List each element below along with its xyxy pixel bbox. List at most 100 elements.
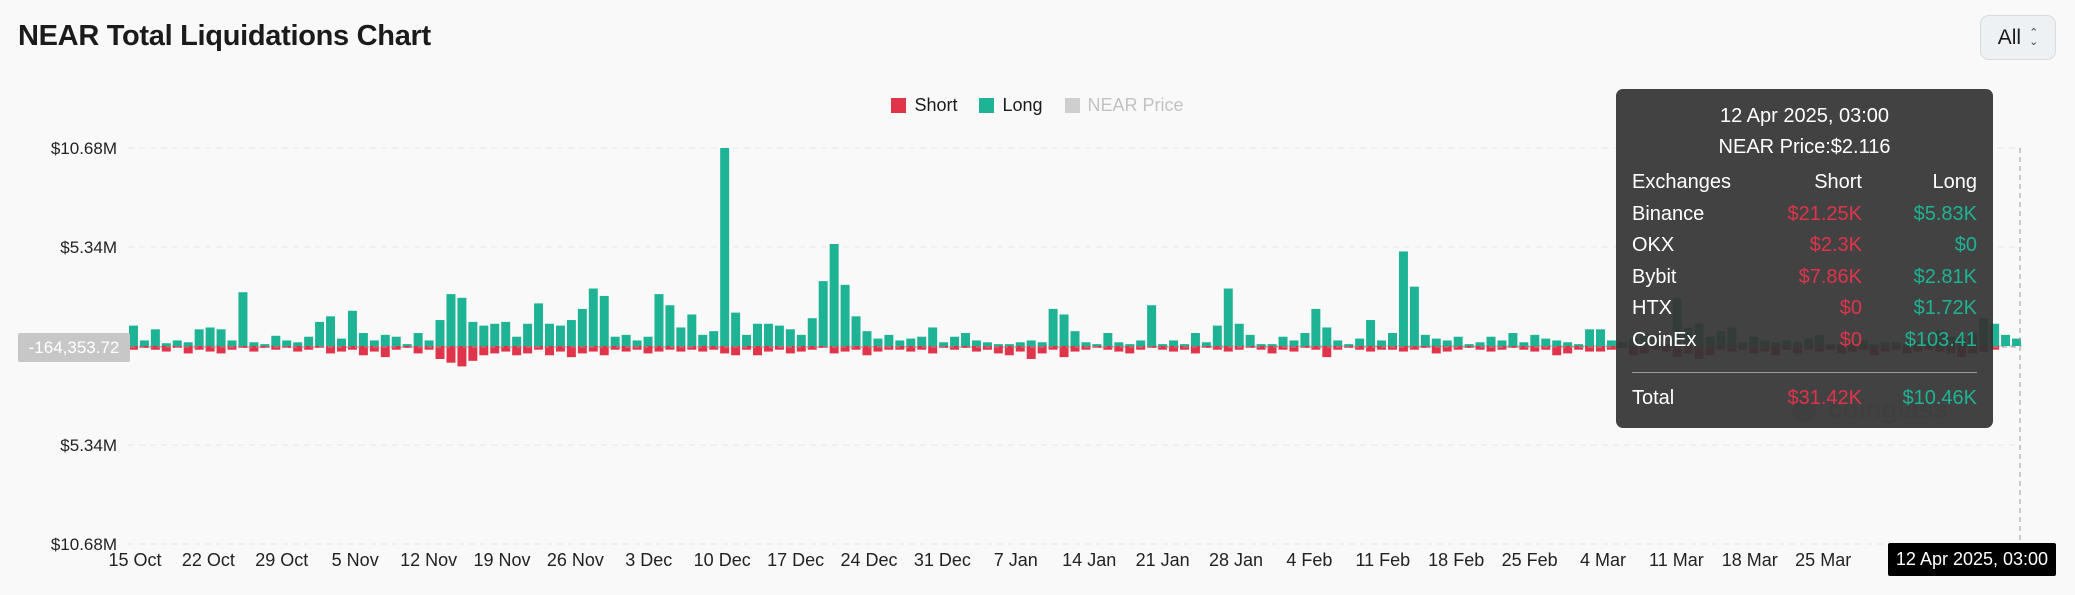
short-bar [1169,346,1179,352]
short-bar [1574,346,1584,350]
long-bar [1398,251,1408,346]
long-bar [534,303,544,346]
x-tick-label: 4 Feb [1286,550,1332,570]
long-bar [599,295,609,346]
long-bar [1136,340,1146,346]
long-bar [468,321,478,346]
long-bar [566,320,576,346]
short-bar [435,346,445,359]
short-bar [566,346,576,358]
long-bar [1453,336,1463,346]
long-bar [139,340,149,346]
long-bar [1431,338,1441,346]
short-bar [150,346,160,350]
long-bar [873,338,883,346]
short-bar [950,346,960,350]
short-bar [610,346,620,350]
short-bar [829,346,839,354]
long-bar [1081,342,1091,346]
tooltip-row-okx: OKX $2.3K $0 [1632,230,1977,262]
short-bar [1256,346,1266,350]
short-bar [971,346,981,352]
chart-legend: Short Long NEAR Price [0,95,2075,116]
long-bar [742,334,752,346]
tooltip-header-exchange: Exchanges [1632,171,1731,194]
short-bar [457,346,467,367]
long-bar [1103,333,1113,346]
legend-item-long[interactable]: Long [979,95,1043,116]
tooltip-short-value: $0 [1839,328,1862,351]
long-bar [293,342,303,346]
tooltip-header-long: Long [1932,171,1978,194]
x-tick-label: 25 Mar [1795,550,1851,570]
short-bar [1990,346,2000,350]
tooltip-exchange: HTX [1632,297,1672,320]
short-bar [1048,346,1058,350]
tooltip-row-bybit: Bybit $7.86K $2.81K [1632,262,1977,294]
x-tick-label: 4 Mar [1580,550,1626,570]
tooltip-exchange: CoinEx [1632,328,1697,351]
long-bar [676,327,686,346]
short-bar [1179,346,1189,350]
short-bar [1037,346,1047,354]
short-bar [1190,346,1200,354]
short-bar [1388,346,1397,350]
short-bar [216,346,226,354]
long-bar [1114,342,1124,346]
long-bar [687,314,697,346]
long-bar [884,334,894,346]
short-bar [260,346,270,348]
short-bar [446,346,456,363]
x-tick-label: 11 Mar [1649,550,1704,570]
long-bar [1289,340,1299,346]
short-bar [1398,346,1408,352]
tooltip-row-coinex: CoinEx $0 $103.41 [1632,325,1977,357]
short-bar [369,346,379,352]
long-bar [961,333,971,346]
x-tick-label: 31 Dec [914,550,971,570]
long-bar [2001,334,2011,346]
long-bar [545,323,554,346]
range-select[interactable]: All ⌃ ⌄ [1980,15,2056,60]
short-bar [643,346,653,354]
tooltip-long-value: $103.41 [1904,328,1977,351]
y-tick-label: $10.68M [51,535,117,554]
short-bar [599,346,609,356]
legend-swatch-long [979,98,995,113]
short-bar [1606,346,1616,350]
short-bar [961,346,971,348]
short-bar [1431,346,1441,354]
short-bar [1475,346,1485,350]
short-bar [1004,346,1014,356]
x-tick-label: 15 Oct [108,550,161,570]
long-bar [928,327,938,346]
short-bar [742,346,752,350]
legend-label-near-price: NEAR Price [1087,95,1184,115]
short-bar [731,346,741,356]
long-bar [1355,338,1365,346]
y-tick-label: $5.34M [60,436,117,455]
short-bar [906,346,916,352]
tooltip-short-value: $7.86K [1798,265,1862,288]
tooltip-price: NEAR Price:$2.116 [1718,136,1891,158]
x-tick-label: 12 Nov [400,550,457,570]
long-bar [2012,338,2022,346]
long-bar [807,318,817,346]
legend-item-short[interactable]: Short [891,95,957,116]
legend-label-long: Long [1002,95,1043,115]
short-bar [1355,346,1365,350]
x-tick-label: 26 Nov [547,550,604,570]
long-bar [435,320,445,346]
short-bar [873,346,883,352]
short-bar [753,346,762,356]
short-bar [336,346,346,352]
legend-item-near-price[interactable]: NEAR Price [1064,95,1184,116]
short-bar [1278,346,1288,350]
tooltip-total-row: Total $31.42K $10.46K [1632,383,1977,415]
long-bar [227,340,237,346]
page-title: NEAR Total Liquidations Chart [18,20,431,52]
tooltip-exchange: Bybit [1632,265,1677,288]
long-bar [720,148,730,346]
short-bar [807,346,817,350]
short-bar [884,346,894,350]
